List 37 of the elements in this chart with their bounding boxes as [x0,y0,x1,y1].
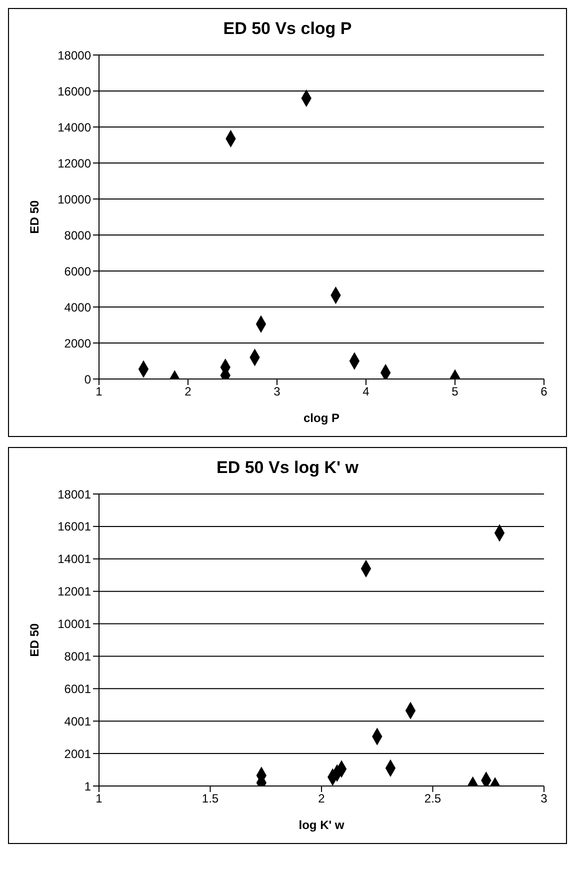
y-tick-label: 2001 [64,746,92,761]
y-tick-label: 18001 [58,487,92,502]
y-tick-label: 4000 [64,300,92,314]
y-tick-label: 1 [84,779,92,794]
chart-title: ED 50 Vs clog P [222,18,353,40]
y-tick-label: 6000 [64,264,92,278]
x-tick-label: 2 [184,384,192,399]
y-axis-title: ED 50 [27,200,42,234]
y-tick-label: 2000 [64,336,92,350]
y-tick-label: 0 [84,372,92,386]
y-tick-label: 6001 [64,682,92,696]
y-tick-label: 18000 [58,48,92,62]
y-tick-label: 4001 [64,714,92,728]
x-tick-label: 3 [274,384,281,399]
y-tick-label: 14001 [58,552,92,566]
y-tick-label: 8000 [64,228,92,242]
x-tick-label: 5 [452,384,459,399]
x-tick-label: 2 [318,792,326,806]
y-tick-label: 14000 [58,120,92,134]
x-axis-title: clog P [303,411,340,425]
y-tick-label: 12001 [58,584,92,599]
y-tick-label: 16000 [58,84,92,98]
y-tick-label: 8001 [64,649,92,664]
x-tick-label: 1 [96,792,103,806]
x-tick-label: 2.5 [424,792,442,806]
y-tick-label: 16001 [58,520,92,534]
x-tick-label: 1.5 [202,792,219,806]
x-tick-label: 1 [96,384,103,399]
x-tick-label: 4 [362,384,370,399]
y-tick-label: 12000 [58,156,92,170]
x-axis-title: log K' w [298,818,345,832]
x-tick-label: 6 [540,384,548,399]
y-axis-title: ED 50 [27,623,42,657]
y-tick-label: 10000 [58,192,92,206]
chart-title: ED 50 Vs log K' w [216,457,360,479]
x-tick-label: 3 [540,792,548,806]
y-tick-label: 10001 [58,617,92,632]
